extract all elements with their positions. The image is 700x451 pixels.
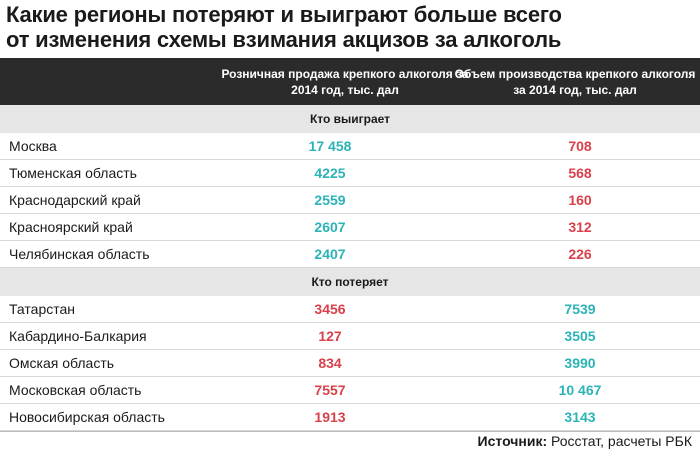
retail-value: 3456: [314, 301, 346, 317]
table-row: Кабардино-Балкария 127 3505: [0, 323, 700, 350]
table-row: Краснодарский край 2559 160: [0, 187, 700, 214]
column-header-retail: Розничная продажа крепкого алкоголя за 2…: [221, 67, 469, 97]
table-row: Московская область 7557 10 467: [0, 377, 700, 404]
chart-title: Какие регионы потеряют и выиграют больше…: [6, 2, 696, 52]
table-row: Челябинская область 2407 226: [0, 241, 700, 268]
region-name: Тюменская область: [9, 165, 137, 181]
retail-value: 2607: [314, 219, 346, 235]
source-label: Источник:: [477, 433, 548, 449]
retail-value: 127: [318, 328, 342, 344]
production-value: 10 467: [558, 382, 602, 398]
region-name: Челябинская область: [9, 246, 150, 262]
region-name: Омская область: [9, 355, 115, 371]
source-note: Источник: Росстат, расчеты РБК: [478, 432, 692, 451]
production-value: 708: [568, 138, 592, 154]
table-row: Новосибирская область 1913 3143: [0, 404, 700, 431]
region-name: Москва: [9, 138, 57, 154]
section-header: Кто потеряет: [0, 268, 700, 296]
retail-value: 2559: [314, 192, 346, 208]
region-name: Московская область: [9, 382, 142, 398]
section-header: Кто выиграет: [0, 105, 700, 133]
production-value: 7539: [564, 301, 596, 317]
divider: [0, 431, 700, 432]
retail-value: 1913: [314, 409, 346, 425]
production-value: 568: [568, 165, 592, 181]
table-row: Красноярский край 2607 312: [0, 214, 700, 241]
region-name: Новосибирская область: [9, 409, 165, 425]
table-row: Омская область 834 3990: [0, 350, 700, 377]
region-name: Красноярский край: [9, 219, 133, 235]
production-value: 3143: [564, 409, 596, 425]
region-name: Кабардино-Балкария: [9, 328, 147, 344]
retail-value: 4225: [314, 165, 346, 181]
retail-value: 7557: [314, 382, 346, 398]
production-value: 160: [568, 192, 592, 208]
retail-value: 17 458: [308, 138, 352, 154]
production-value: 3505: [564, 328, 596, 344]
title-line-2: от изменения схемы взимания акцизов за а…: [6, 27, 562, 52]
source-text: Росстат, расчеты РБК: [547, 433, 692, 449]
retail-value: 834: [318, 355, 342, 371]
production-value: 226: [568, 246, 592, 262]
region-name: Татарстан: [9, 301, 76, 317]
table-row: Тюменская область 4225 568: [0, 160, 700, 187]
title-line-1: Какие регионы потеряют и выиграют больше…: [6, 2, 562, 27]
region-name: Краснодарский край: [9, 192, 141, 208]
retail-value: 2407: [314, 246, 346, 262]
column-header-production: Объем производства крепкого алкоголя за …: [454, 67, 696, 97]
production-value: 3990: [564, 355, 596, 371]
table-row: Москва 17 458 708: [0, 133, 700, 160]
table-row: Татарстан 3456 7539: [0, 296, 700, 323]
table-header: Розничная продажа крепкого алкоголя за 2…: [0, 58, 700, 105]
production-value: 312: [568, 219, 592, 235]
